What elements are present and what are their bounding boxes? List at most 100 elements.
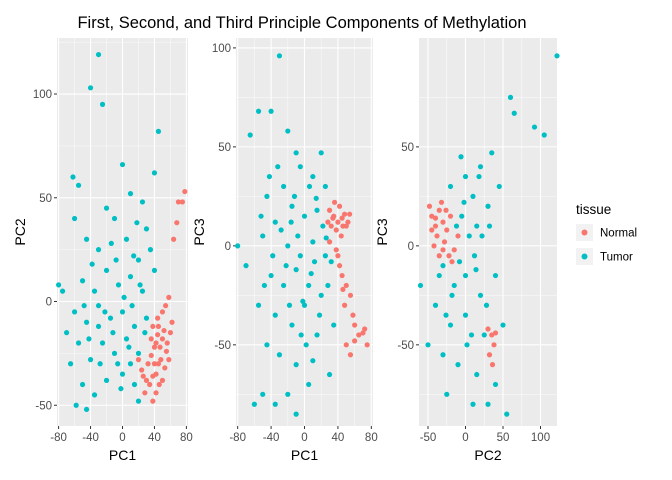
chart-title: First, Second, and Third Principle Compo…	[77, 14, 526, 32]
point-normal	[426, 203, 433, 209]
point-normal	[151, 361, 158, 367]
point-normal	[174, 220, 180, 226]
point-tumor	[496, 183, 502, 190]
point-tumor	[310, 239, 316, 245]
y-tick-label: -50	[397, 340, 414, 352]
point-tumor	[63, 330, 70, 336]
point-tumor	[308, 270, 314, 277]
point-tumor	[255, 302, 262, 308]
point-normal	[432, 215, 439, 221]
point-normal	[362, 326, 368, 332]
point-normal	[356, 332, 362, 338]
point-tumor	[75, 340, 82, 346]
point-normal	[449, 259, 455, 265]
point-tumor	[118, 386, 124, 392]
point-tumor	[137, 282, 143, 288]
point-tumor	[59, 288, 66, 294]
point-tumor	[268, 108, 274, 114]
point-tumor	[440, 352, 446, 358]
point-tumor	[95, 303, 102, 309]
point-tumor	[462, 173, 469, 180]
point-tumor	[131, 323, 138, 330]
point-tumor	[270, 253, 276, 259]
point-tumor	[311, 259, 318, 265]
point-tumor	[481, 332, 487, 338]
point-tumor	[119, 161, 126, 168]
point-normal	[492, 330, 499, 336]
point-normal	[446, 253, 452, 259]
point-tumor	[297, 253, 303, 259]
point-tumor	[485, 401, 491, 407]
point-tumor	[83, 236, 90, 242]
point-normal	[352, 322, 358, 328]
x-axis-title: PC1	[109, 447, 136, 463]
point-tumor	[320, 223, 326, 229]
panel-2: -80 -40 0 40 80 -50 0 50 100 PC1 PC3	[191, 38, 378, 463]
point-tumor	[155, 128, 162, 134]
point-tumor	[95, 323, 102, 330]
point-normal	[155, 323, 162, 330]
point-tumor	[103, 267, 110, 273]
point-normal	[438, 199, 445, 205]
x-tick-label: -40	[263, 432, 280, 444]
point-tumor	[477, 292, 484, 298]
point-tumor	[328, 259, 334, 265]
point-tumor	[129, 303, 135, 309]
point-normal	[347, 352, 354, 358]
point-normal	[159, 336, 166, 342]
point-tumor	[455, 362, 461, 368]
point-tumor	[473, 267, 479, 273]
point-normal	[440, 219, 446, 225]
point-normal	[158, 357, 164, 363]
point-normal	[444, 227, 450, 233]
point-tumor	[492, 272, 499, 279]
point-tumor	[489, 150, 495, 156]
point-tumor	[55, 282, 62, 288]
point-tumor	[91, 392, 98, 398]
point-tumor	[479, 233, 485, 239]
x-tick-label: 40	[332, 432, 345, 444]
point-tumor	[135, 398, 142, 404]
point-tumor	[511, 110, 517, 116]
point-normal	[159, 309, 166, 315]
point-normal	[143, 377, 150, 383]
point-tumor	[276, 53, 283, 59]
point-tumor	[91, 288, 98, 294]
y-tick-label: 100	[33, 89, 52, 101]
point-tumor	[444, 391, 450, 397]
point-tumor	[260, 391, 266, 397]
point-tumor	[87, 85, 94, 91]
point-tumor	[310, 358, 316, 364]
y-axis-title: PC3	[374, 218, 390, 245]
point-tumor	[462, 272, 469, 279]
point-tumor	[71, 215, 78, 222]
y-tick-label: 50	[218, 142, 231, 154]
point-tumor	[272, 312, 278, 318]
point-tumor	[79, 381, 86, 388]
legend-label-normal: Normal	[600, 228, 637, 240]
y-tick-label: -50	[214, 340, 231, 352]
point-tumor	[432, 302, 439, 308]
panel-1: -80 -40 0 40 80 -50 0 50 100 PC1 PC2	[12, 38, 193, 463]
point-normal	[151, 344, 158, 350]
point-tumor	[119, 309, 126, 315]
point-normal	[167, 330, 174, 336]
point-tumor	[135, 350, 142, 356]
point-tumor	[323, 235, 329, 241]
point-normal	[341, 302, 348, 308]
point-tumor	[108, 240, 114, 247]
point-tumor	[102, 309, 108, 315]
point-tumor	[425, 342, 431, 348]
point-normal	[352, 338, 358, 344]
point-tumor	[289, 322, 295, 328]
point-tumor	[143, 226, 150, 232]
point-normal	[485, 326, 491, 332]
point-tumor	[458, 154, 464, 160]
point-normal	[335, 219, 341, 225]
y-tick-label: 50	[39, 193, 52, 205]
point-tumor	[272, 219, 278, 225]
point-normal	[139, 367, 145, 373]
point-normal	[326, 207, 333, 213]
point-tumor	[266, 173, 273, 180]
